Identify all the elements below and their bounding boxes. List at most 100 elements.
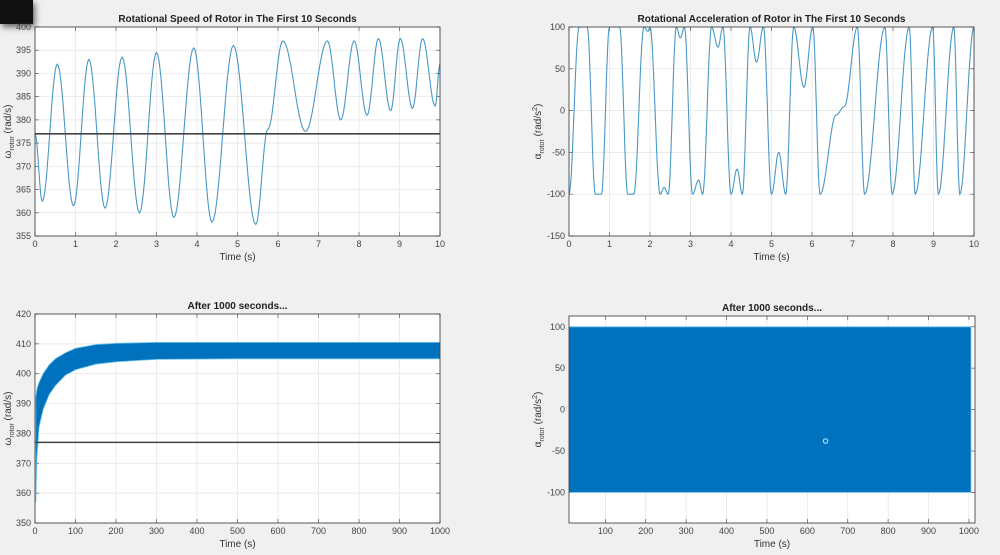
y-label-subscript: rotor bbox=[9, 136, 16, 151]
y-label-symbol: α bbox=[533, 153, 544, 159]
x-tick-label: 600 bbox=[270, 526, 285, 536]
y-label-unit: (rad/s bbox=[533, 111, 544, 139]
x-tick-label: 1 bbox=[73, 239, 78, 249]
y-tick-label: 360 bbox=[16, 208, 31, 218]
x-tick-label: 3 bbox=[688, 239, 693, 249]
y-label-subscript: rotor bbox=[539, 427, 546, 442]
y-tick-label: 390 bbox=[16, 399, 31, 409]
y-label-symbol: α bbox=[533, 441, 544, 447]
chart-title: After 1000 seconds... bbox=[187, 301, 287, 312]
chart-title: Rotational Acceleration of Rotor in The … bbox=[637, 14, 905, 25]
chart-title: After 1000 seconds... bbox=[722, 303, 822, 314]
y-label-close: ) bbox=[533, 392, 544, 395]
x-tick-label: 0 bbox=[32, 239, 37, 249]
x-tick-label: 1 bbox=[607, 239, 612, 249]
series-group bbox=[569, 326, 972, 493]
y-tick-label: 50 bbox=[555, 64, 565, 74]
x-tick-label: 8 bbox=[890, 239, 895, 249]
y-label-symbol: ω bbox=[3, 150, 14, 158]
y-tick-label: 355 bbox=[16, 231, 31, 241]
x-tick-label: 4 bbox=[728, 239, 733, 249]
x-tick-label: 300 bbox=[149, 526, 164, 536]
x-tick-label: 400 bbox=[719, 526, 734, 536]
series-line-alpha_rotor bbox=[569, 27, 974, 196]
x-tick-label: 2 bbox=[647, 239, 652, 249]
x-tick-label: 100 bbox=[598, 526, 613, 536]
x-tick-label: 500 bbox=[230, 526, 245, 536]
y-tick-label: 390 bbox=[16, 68, 31, 78]
x-tick-label: 6 bbox=[275, 239, 280, 249]
x-tick-label: 6 bbox=[809, 239, 814, 249]
y-tick-label: 375 bbox=[16, 138, 31, 148]
y-tick-label: 100 bbox=[550, 322, 565, 332]
y-tick-label: 420 bbox=[16, 309, 31, 319]
subplot-2: 0 1 2 3 4 5 6 7 8 9 10 -150 -100 -50 0 50 100 Rotational … bbox=[532, 14, 979, 263]
x-tick-label: 9 bbox=[397, 239, 402, 249]
y-tick-label: 385 bbox=[16, 92, 31, 102]
axes-box bbox=[34, 26, 441, 237]
x-tick-label: 400 bbox=[189, 526, 204, 536]
x-tick-label: 800 bbox=[351, 526, 366, 536]
chart-title: Rotational Speed of Rotor in The First 1… bbox=[118, 14, 357, 25]
x-axis-label: Time (s) bbox=[754, 539, 790, 550]
screen-artifact bbox=[0, 0, 33, 24]
x-tick-label: 5 bbox=[235, 239, 240, 249]
y-label-unit: (rad/s bbox=[533, 399, 544, 427]
subplot-4: 100 200 300 400 500 600 700 800 900 1000 -100 -50 0 5… bbox=[532, 303, 979, 550]
x-tick-label: 900 bbox=[921, 526, 936, 536]
y-label-superscript: 2 bbox=[532, 107, 539, 111]
x-tick-label: 10 bbox=[435, 239, 445, 249]
x-tick-label: 900 bbox=[392, 526, 407, 536]
y-axis-label: αrotor (rad/s2) bbox=[532, 392, 546, 448]
y-axis-label: ωrotor (rad/s) bbox=[3, 392, 16, 446]
y-tick-label: 370 bbox=[16, 458, 31, 468]
x-axis-label: Time (s) bbox=[219, 539, 255, 550]
x-tick-label: 500 bbox=[759, 526, 774, 536]
y-tick-label: 0 bbox=[560, 405, 565, 415]
x-tick-label: 700 bbox=[311, 526, 326, 536]
x-tick-label: 800 bbox=[881, 526, 896, 536]
x-tick-label: 0 bbox=[566, 239, 571, 249]
y-tick-label: -100 bbox=[547, 487, 565, 497]
y-tick-label: -100 bbox=[547, 189, 565, 199]
axes-box bbox=[568, 315, 976, 524]
series-band-alpha_rotor_envelope bbox=[569, 326, 972, 493]
y-tick-label: 400 bbox=[16, 369, 31, 379]
x-tick-label: 700 bbox=[840, 526, 855, 536]
x-axis-label: Time (s) bbox=[219, 252, 255, 263]
series-group bbox=[35, 342, 440, 503]
x-tick-label: 1000 bbox=[430, 526, 450, 536]
y-tick-label: 100 bbox=[550, 22, 565, 32]
x-tick-label: 7 bbox=[316, 239, 321, 249]
axes-box bbox=[568, 26, 975, 237]
y-tick-label: 365 bbox=[16, 185, 31, 195]
x-tick-label: 1000 bbox=[959, 526, 979, 536]
x-tick-label: 5 bbox=[769, 239, 774, 249]
y-label-subscript: rotor bbox=[9, 423, 16, 438]
y-tick-label: -50 bbox=[552, 446, 565, 456]
x-tick-label: 600 bbox=[800, 526, 815, 536]
x-tick-label: 9 bbox=[931, 239, 936, 249]
axes-box bbox=[34, 313, 441, 524]
x-tick-label: 3 bbox=[154, 239, 159, 249]
y-tick-label: -150 bbox=[547, 231, 565, 241]
x-tick-label: 200 bbox=[638, 526, 653, 536]
y-tick-label: 0 bbox=[560, 106, 565, 116]
x-axis-label: Time (s) bbox=[753, 252, 789, 263]
y-tick-label: 400 bbox=[16, 22, 31, 32]
series-group bbox=[569, 27, 974, 196]
y-label-subscript: rotor bbox=[539, 139, 546, 154]
series-group bbox=[35, 37, 440, 226]
x-tick-label: 10 bbox=[969, 239, 979, 249]
y-tick-label: 395 bbox=[16, 45, 31, 55]
series-band-omega_rotor_envelope bbox=[35, 342, 440, 503]
y-label-symbol: ω bbox=[3, 437, 14, 445]
x-tick-label: 200 bbox=[108, 526, 123, 536]
subplot-3: 0 100 200 300 400 500 600 700 800 900 1000 350 360 37… bbox=[3, 301, 450, 550]
y-label-unit: (rad/s) bbox=[3, 105, 14, 137]
x-tick-label: 7 bbox=[850, 239, 855, 249]
y-tick-label: 380 bbox=[16, 115, 31, 125]
x-tick-label: 8 bbox=[356, 239, 361, 249]
y-axis-label: αrotor (rad/s2) bbox=[532, 104, 546, 160]
y-axis-label: ωrotor (rad/s) bbox=[3, 105, 16, 159]
